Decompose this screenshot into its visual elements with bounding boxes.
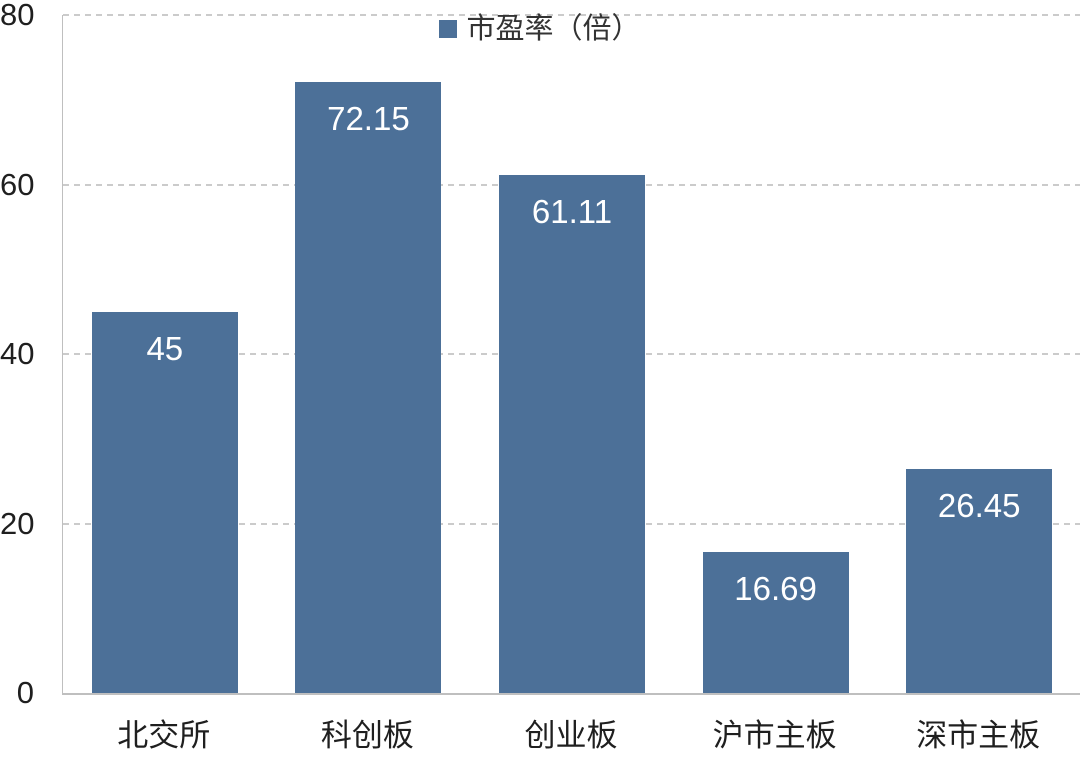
bar-value-label: 16.69 [734, 569, 817, 607]
x-tick-label-科创板: 科创板 [320, 718, 414, 753]
y-tick-label-20: 20 [0, 505, 35, 541]
bar-value-label: 61.11 [531, 193, 613, 231]
x-tick-label-深市主板: 深市主板 [916, 718, 1041, 753]
x-tick-label-沪市主板: 沪市主板 [712, 718, 837, 753]
bar-value-label: 45 [146, 329, 184, 367]
gridline-80 [63, 14, 1080, 16]
bar-科创板: 72.15 [295, 81, 442, 693]
x-tick-label-北交所: 北交所 [117, 718, 211, 753]
bar-沪市主板: 16.69 [702, 551, 849, 693]
bar-深市主板: 26.45 [906, 468, 1053, 693]
bar-创业板: 61.11 [499, 175, 645, 693]
x-tick-label-创业板: 创业板 [524, 718, 618, 753]
bar-北交所: 45 [91, 311, 238, 693]
y-tick-label-0: 0 [16, 675, 34, 710]
y-tick-label-80: 80 [0, 0, 35, 32]
bar-value-label: 26.45 [937, 486, 1021, 524]
y-tick-label-40: 40 [0, 336, 35, 371]
plot-area: 45 72.15 61.11 16.69 26.45 [62, 14, 1080, 695]
y-tick-label-60: 60 [0, 166, 35, 202]
bar-value-label: 72.15 [327, 99, 410, 137]
